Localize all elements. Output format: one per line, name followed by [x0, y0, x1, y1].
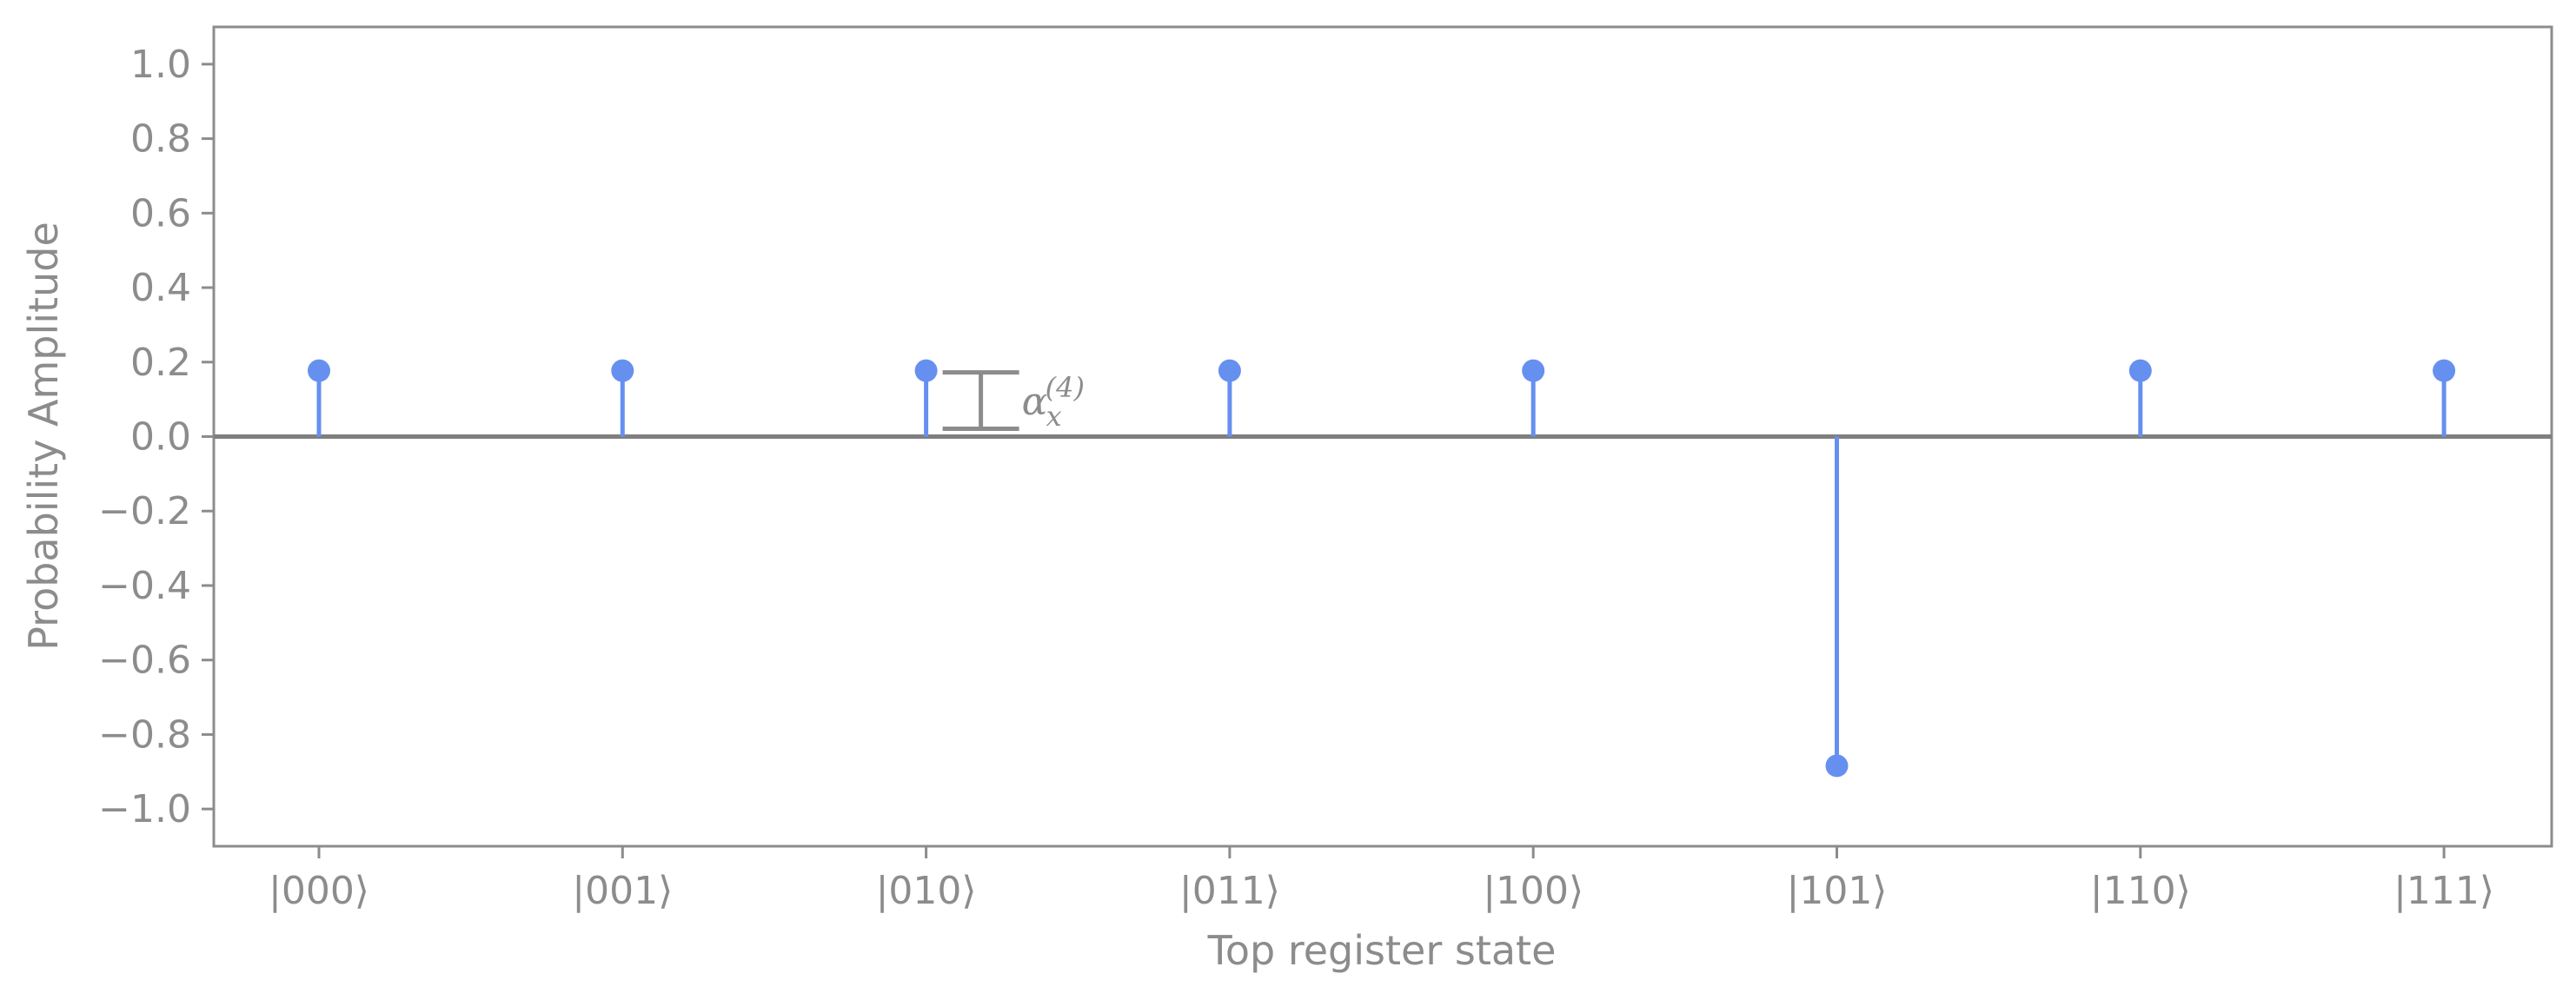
annotation-alpha: α	[1022, 380, 1048, 424]
annotation-superscript: (4)	[1046, 371, 1085, 404]
y-tick-label: 0.6	[130, 191, 191, 235]
y-axis-ticks: 1.0 0.8 0.6 0.4 0.2 0.0 −0.2 −0.4 −0.6 −0.8 −1.0	[98, 43, 214, 831]
x-tick-label: |011⟩	[1179, 869, 1280, 913]
stem-marker	[308, 359, 330, 382]
y-tick-label: −0.8	[98, 712, 191, 757]
y-tick-label: 0.0	[130, 415, 191, 460]
x-tick-label: |110⟩	[2090, 869, 2191, 913]
stem-marker	[1218, 359, 1241, 382]
y-tick-label: 0.2	[130, 341, 191, 385]
annotation-subscript: x	[1046, 400, 1062, 433]
y-tick-label: 0.4	[130, 266, 191, 310]
y-tick-label: −0.6	[98, 639, 191, 683]
x-axis-title: Top register state	[1207, 927, 1557, 974]
x-tick-label: |111⟩	[2393, 869, 2494, 913]
stem-marker	[1522, 359, 1545, 382]
y-tick-label: 0.8	[130, 117, 191, 162]
x-tick-label: |100⟩	[1483, 869, 1583, 913]
stem-marker	[914, 359, 938, 382]
stem-marker	[611, 359, 634, 382]
stems	[308, 359, 2456, 778]
amplitude-annotation: αx(4)	[942, 370, 1085, 433]
stem-marker	[2433, 359, 2456, 382]
x-tick-label: |000⟩	[269, 869, 369, 913]
x-tick-label: |101⟩	[1787, 869, 1888, 913]
y-tick-label: −1.0	[98, 787, 191, 831]
y-tick-label: −0.4	[98, 564, 191, 608]
x-tick-label: |001⟩	[572, 869, 673, 913]
x-tick-label: |010⟩	[876, 869, 977, 913]
y-tick-label: 1.0	[130, 43, 191, 87]
stem-marker	[2128, 359, 2152, 382]
y-axis-title: Probability Amplitude	[20, 222, 67, 651]
stem-marker	[1825, 754, 1849, 778]
y-tick-label: −0.2	[98, 489, 191, 533]
x-axis-ticks: |000⟩ |001⟩ |010⟩ |011⟩ |100⟩ |101⟩ |110⟩ |111⟩	[269, 846, 2494, 913]
